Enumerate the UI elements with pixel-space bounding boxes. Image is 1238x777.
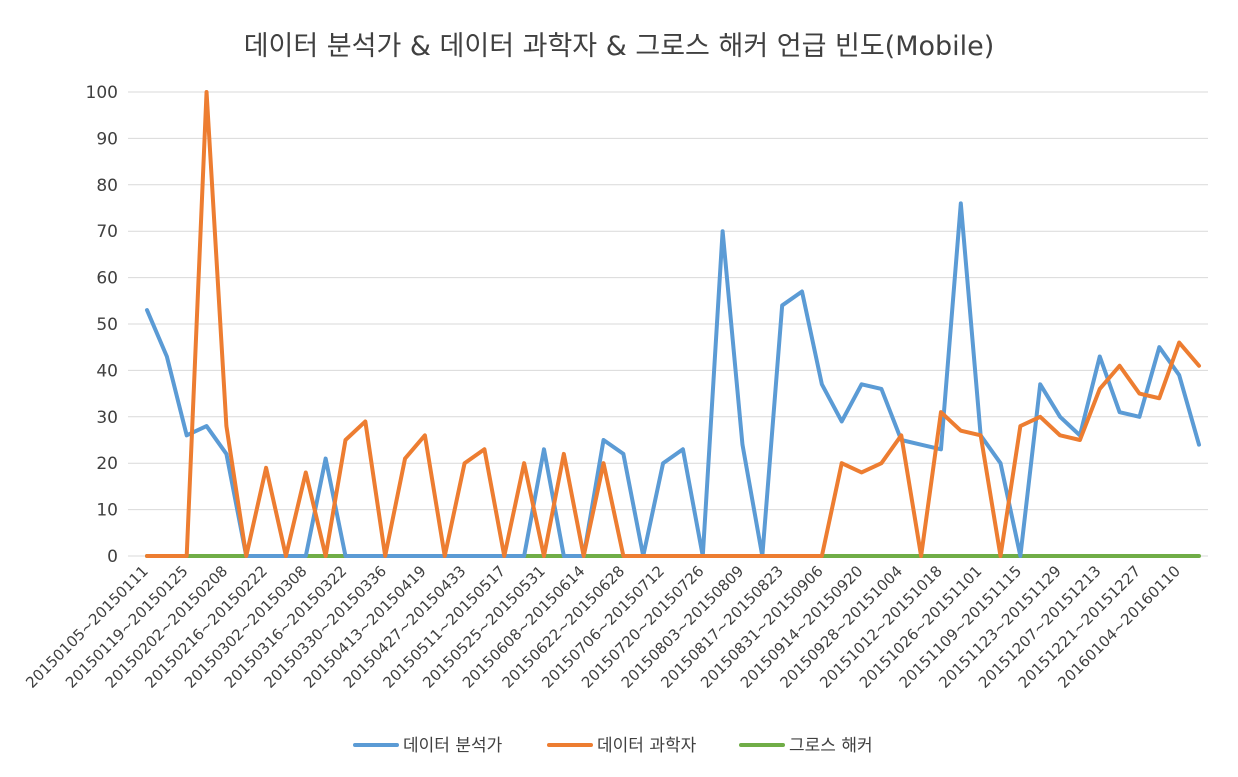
series-line [145, 90, 1201, 558]
y-tick-label: 80 [96, 176, 118, 196]
legend-label: 그로스 해커 [789, 736, 873, 756]
series-line [145, 201, 1201, 558]
y-tick-label: 70 [96, 222, 118, 242]
chart-title: 데이터 분석가 & 데이터 과학자 & 그로스 해커 언급 빈도(Mobile) [243, 31, 995, 62]
y-tick-label: 30 [96, 408, 118, 428]
series-lines [145, 90, 1201, 558]
legend: 데이터 분석가 데이터 과학자 그로스 해커 [353, 736, 873, 756]
y-tick-label: 60 [96, 269, 118, 289]
x-axis-ticks: 20150105~2015011120150119~20150125201502… [22, 562, 1184, 692]
y-tick-label: 90 [96, 129, 118, 149]
y-gridlines [128, 91, 1208, 557]
y-tick-label: 0 [107, 547, 118, 567]
y-tick-label: 100 [86, 83, 118, 103]
y-tick-label: 40 [96, 361, 118, 381]
legend-label: 데이터 분석가 [403, 736, 503, 756]
y-tick-label: 50 [96, 315, 118, 335]
y-axis-ticks: 0 10 20 30 40 50 60 70 80 90 100 [86, 83, 118, 567]
y-tick-label: 20 [96, 454, 118, 474]
y-tick-label: 10 [96, 501, 118, 521]
legend-label: 데이터 과학자 [597, 736, 697, 756]
